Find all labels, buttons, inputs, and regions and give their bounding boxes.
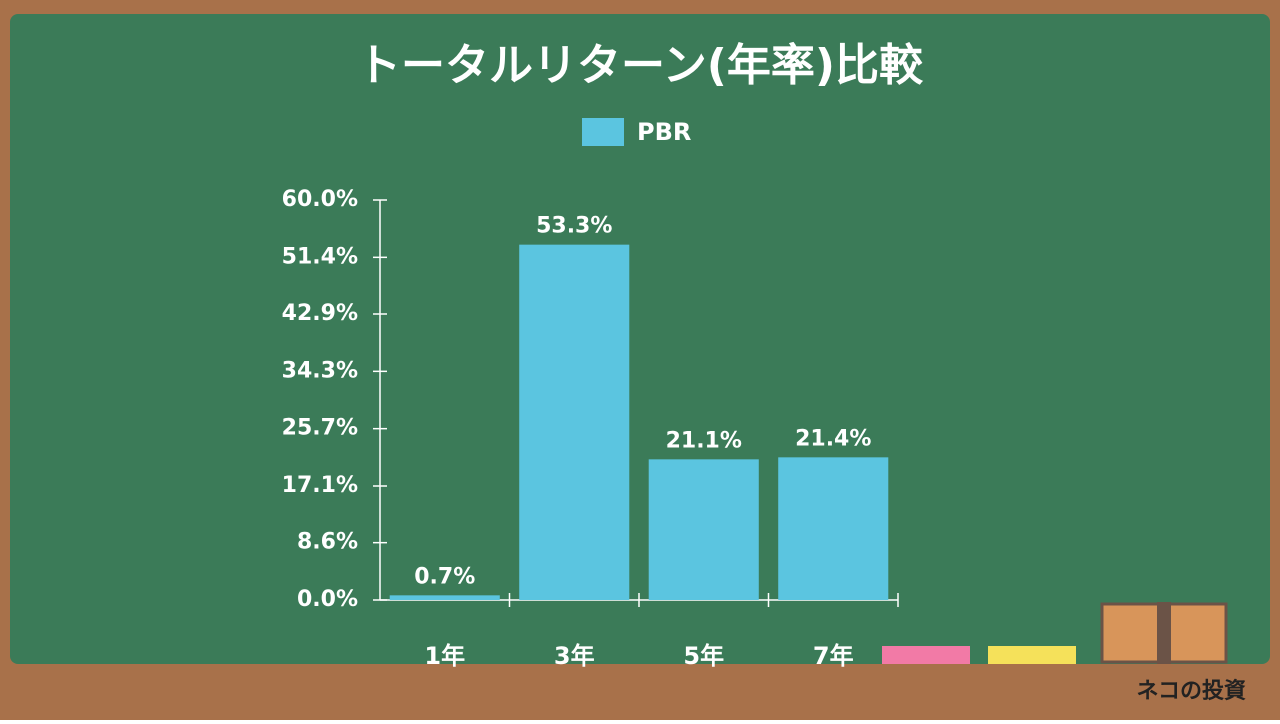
value-label: 53.3% — [536, 214, 612, 239]
value-label: 21.1% — [666, 428, 742, 453]
board — [10, 14, 1270, 664]
bar — [519, 244, 630, 600]
eraser-band — [1157, 602, 1171, 664]
bar — [389, 595, 500, 600]
brand: ネコの投資 — [1136, 678, 1246, 704]
x-tick-label: 5年 — [683, 642, 724, 670]
x-tick-label: 3年 — [554, 642, 595, 670]
value-label: 0.7% — [414, 564, 475, 589]
legend-swatch — [582, 118, 624, 146]
x-tick-label: 7年 — [813, 642, 854, 670]
y-tick-label: 8.6% — [297, 530, 358, 555]
bar — [778, 457, 889, 600]
chalk-yellow — [988, 646, 1076, 664]
y-tick-label: 34.3% — [282, 358, 358, 383]
y-tick-label: 42.9% — [282, 301, 358, 326]
legend-label: PBR — [637, 118, 691, 146]
y-tick-label: 0.0% — [297, 587, 358, 612]
chalk-pink — [882, 646, 970, 664]
y-tick-label: 17.1% — [282, 473, 358, 498]
bar — [648, 459, 759, 600]
chart-title: トータルリターン(年率)比較 — [357, 40, 924, 91]
x-tick-label: 1年 — [424, 642, 465, 670]
y-tick-label: 51.4% — [282, 244, 358, 269]
y-tick-label: 60.0% — [282, 187, 358, 212]
value-label: 21.4% — [795, 426, 871, 451]
y-tick-label: 25.7% — [282, 416, 358, 441]
